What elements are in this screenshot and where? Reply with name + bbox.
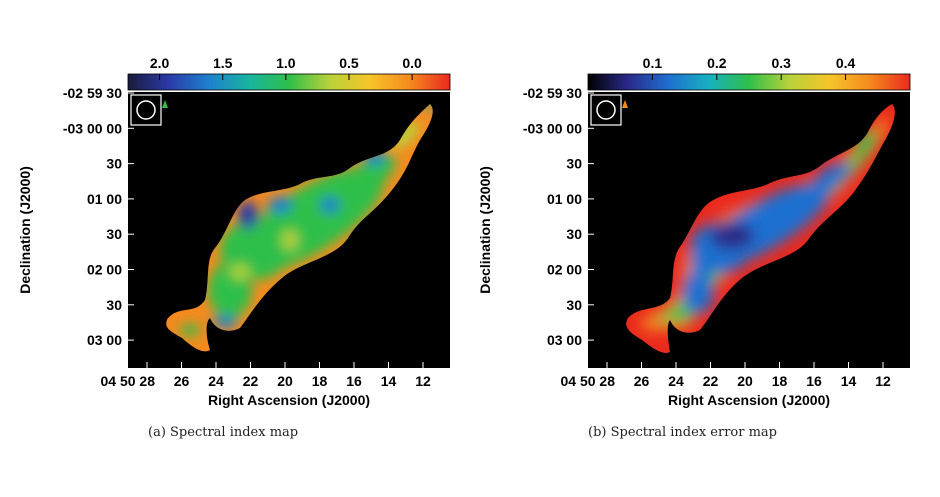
x-axis-ticks: 04 50 28 26 24 22 20 18 16 14 12 (561, 362, 891, 389)
x-tick-label: 18 (772, 373, 788, 389)
colorbar-tick-label: 0.3 (771, 55, 791, 71)
x-tick-label: 16 (806, 373, 822, 389)
colorbar-tick-label: 0.2 (707, 55, 727, 71)
colorbar-tick-label: 1.5 (213, 55, 233, 71)
y-tick-label: 30 (566, 156, 582, 172)
spectral-index-panel: 2.0 1.5 1.0 0.5 0.0 (17, 55, 451, 440)
colorbar (127, 73, 451, 91)
y-tick-label: 03 00 (87, 332, 122, 348)
y-tick-label: 01 00 (547, 191, 582, 207)
x-tick-label: 20 (737, 373, 753, 389)
x-tick-label: 22 (243, 373, 259, 389)
x-tick-label: 12 (875, 373, 891, 389)
colorbar-tick-label: 2.0 (150, 55, 170, 71)
y-tick-label: -02 59 30 (63, 85, 122, 101)
colorbar-tick-label: 0.0 (402, 55, 422, 71)
x-tick-label: 20 (277, 373, 293, 389)
x-tick-label: 04 50 28 (561, 373, 616, 389)
y-tick-label: -03 00 00 (63, 120, 122, 136)
y-tick-label: 02 00 (547, 262, 582, 278)
y-tick-label: 30 (566, 297, 582, 313)
x-tick-label: 18 (312, 373, 328, 389)
x-tick-label: 16 (346, 373, 362, 389)
y-axis-ticks: -02 59 30 -03 00 00 30 01 00 30 02 00 30 03 00 (63, 85, 134, 348)
x-axis-label: Right Ascension (J2000) (668, 392, 830, 408)
y-axis-ticks: -02 59 30 -03 00 00 30 01 00 30 02 00 30 03 00 (523, 85, 594, 348)
y-tick-label: 02 00 (87, 262, 122, 278)
beam-box (130, 94, 162, 126)
x-axis-label: Right Ascension (J2000) (208, 392, 370, 408)
y-tick-label: -02 59 30 (523, 85, 582, 101)
x-tick-label: 04 50 28 (101, 373, 156, 389)
x-tick-label: 12 (415, 373, 431, 389)
colorbar-tick-label: 0.1 (643, 55, 663, 71)
small-feature (622, 100, 628, 108)
y-tick-label: 03 00 (547, 332, 582, 348)
caption: (b) Spectral index error map (588, 425, 777, 440)
beam-ellipse (596, 100, 616, 120)
y-axis-label: Declination (J2000) (477, 166, 493, 294)
y-tick-label: 01 00 (87, 191, 122, 207)
y-tick-label: 30 (106, 156, 122, 172)
x-tick-label: 26 (174, 373, 190, 389)
x-tick-label: 14 (841, 373, 857, 389)
colorbar-ticks: 0.1 0.2 0.3 0.4 (643, 55, 856, 80)
colorbar (587, 73, 911, 91)
y-tick-label: 30 (106, 226, 122, 242)
y-tick-label: 30 (566, 226, 582, 242)
spectral-index-error-panel: 0.1 0.2 0.3 0.4 04 50 28 26 24 22 20 18 16 14 12 -0… (470, 0, 940, 497)
beam-ellipse (136, 100, 156, 120)
colorbar-tick-label: 0.5 (339, 55, 359, 71)
x-axis-ticks: 04 50 28 26 24 22 20 18 16 14 12 (101, 362, 431, 389)
caption: (a) Spectral index map (148, 425, 299, 440)
x-tick-label: 24 (668, 373, 684, 389)
x-tick-label: 26 (634, 373, 650, 389)
colorbar-ticks: 2.0 1.5 1.0 0.5 0.0 (150, 55, 422, 80)
beam-box (590, 94, 622, 126)
x-tick-label: 24 (208, 373, 224, 389)
small-feature (162, 100, 168, 108)
y-tick-label: -03 00 00 (523, 120, 582, 136)
x-tick-label: 22 (703, 373, 719, 389)
spectral-index-error-figure: 0.1 0.2 0.3 0.4 04 50 28 26 24 22 20 18 16 14 12 -0… (477, 55, 911, 408)
colorbar-tick-label: 1.0 (276, 55, 296, 71)
x-tick-label: 14 (381, 373, 397, 389)
spectral-index-figure: 2.0 1.5 1.0 0.5 0.0 (17, 55, 451, 408)
y-axis-label: Declination (J2000) (17, 166, 33, 294)
colorbar-tick-label: 0.4 (836, 55, 856, 71)
y-tick-label: 30 (106, 297, 122, 313)
